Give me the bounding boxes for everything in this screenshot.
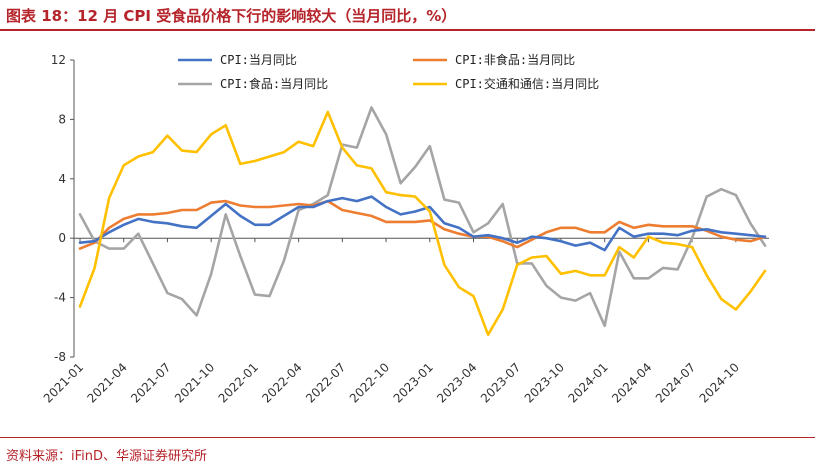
y-tick-label: 4 <box>58 172 66 186</box>
series-line-1 <box>78 199 767 250</box>
x-tick-label: 2023-01 <box>391 360 436 405</box>
series-line-2 <box>78 106 767 328</box>
chart-title: 图表 18：12 月 CPI 受食品价格下行的影响较大（当月同比，%） <box>6 7 457 25</box>
x-tick-label: 2023-04 <box>434 360 479 405</box>
y-tick-label: -8 <box>54 350 66 364</box>
title-divider <box>0 29 815 31</box>
source-divider <box>0 437 815 438</box>
x-tick-label: 2024-07 <box>653 360 698 405</box>
series-line-0 <box>78 195 767 252</box>
legend: CPI:当月同比 CPI:非食品:当月同比 CPI:食品:当月同比 CPI:交通和通信… <box>178 52 599 91</box>
x-tick-label: 2022-04 <box>259 360 304 405</box>
y-tick-label: 8 <box>58 112 66 126</box>
legend-label-0: CPI:当月同比 <box>220 53 297 67</box>
x-axis: 2021-012021-042021-072021-102022-012022-… <box>41 237 769 406</box>
x-tick-label: 2021-07 <box>128 360 173 405</box>
y-axis: -8 -4 0 4 8 12 <box>51 53 75 364</box>
legend-label-1: CPI:非食品:当月同比 <box>455 52 575 67</box>
series-line-3 <box>78 110 767 337</box>
y-tick-label: 0 <box>58 231 66 245</box>
x-tick-label: 2024-01 <box>565 360 610 405</box>
x-tick-label: 2024-10 <box>697 360 742 405</box>
x-tick-label: 2023-07 <box>478 360 523 405</box>
x-tick-label: 2021-04 <box>84 360 129 405</box>
series-layer <box>78 106 767 337</box>
x-tick-label: 2024-04 <box>609 360 654 405</box>
x-tick-label: 2022-07 <box>303 360 348 405</box>
y-tick-label: 12 <box>51 53 66 67</box>
x-tick-label: 2021-10 <box>172 360 217 405</box>
x-tick-label: 2022-10 <box>347 360 392 405</box>
x-tick-label: 2022-01 <box>216 360 261 405</box>
legend-label-3: CPI:交通和通信:当月同比 <box>455 76 599 91</box>
x-tick-label: 2023-10 <box>522 360 567 405</box>
x-tick-label: 2021-01 <box>41 360 86 405</box>
y-tick-label: -4 <box>54 291 66 305</box>
source-note: 资料来源：iFinD、华源证券研究所 <box>6 449 208 464</box>
legend-label-2: CPI:食品:当月同比 <box>220 76 328 91</box>
